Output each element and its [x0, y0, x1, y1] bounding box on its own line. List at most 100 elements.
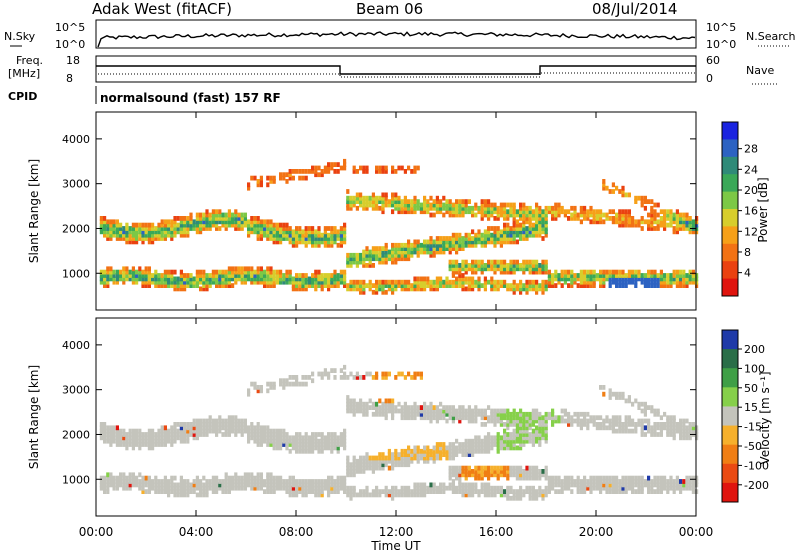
heatmap-cell: [685, 273, 689, 278]
heatmap-cell: [154, 438, 158, 444]
heatmap-cell: [365, 371, 369, 377]
heatmap-cell: [215, 216, 219, 221]
heatmap-cell: [634, 269, 638, 275]
heatmap-cell: [381, 252, 385, 258]
heatmap-cell: [474, 202, 478, 208]
heatmap-cell: [506, 209, 510, 215]
heatmap-cell: [435, 205, 439, 211]
heatmap-cell: [403, 199, 407, 204]
heatmap-cell: [403, 448, 407, 454]
heatmap-cell: [455, 249, 459, 255]
heatmap-cell: [528, 489, 532, 494]
heatmap-cell: [493, 418, 497, 424]
heatmap-cell: [458, 418, 462, 424]
heatmap-cell: [525, 205, 529, 211]
heatmap-cell: [547, 269, 551, 275]
heatmap-cell: [103, 475, 107, 481]
heatmap-cell: [455, 485, 459, 491]
heatmap-cell: [323, 371, 327, 377]
colorbar-swatch: [722, 330, 738, 350]
heatmap-cell: [512, 411, 516, 417]
heatmap-cell: [653, 408, 657, 414]
heatmap-cell: [106, 279, 110, 285]
heatmap-cell: [669, 482, 673, 488]
heatmap-cell: [394, 202, 398, 208]
heatmap-cell: [215, 422, 219, 427]
heatmap-cell: [103, 425, 107, 431]
heatmap-cell: [189, 219, 193, 225]
nave-label: Nave: [746, 64, 774, 77]
heatmap-cell: [519, 485, 523, 491]
heatmap-cell: [368, 465, 372, 471]
heatmap-cell: [240, 279, 244, 285]
heatmap-cell: [519, 283, 523, 288]
heatmap-cell: [439, 276, 443, 282]
heatmap-cell: [285, 445, 289, 451]
heatmap-cell: [531, 495, 535, 501]
heatmap-cell: [679, 432, 683, 437]
heatmap-cell: [339, 226, 343, 231]
heatmap-cell: [170, 226, 174, 231]
heatmap-cell: [416, 242, 420, 248]
heatmap-cell: [522, 212, 526, 218]
heatmap-cell: [471, 438, 475, 444]
heatmap-cell: [403, 408, 407, 414]
heatmap-cell: [586, 479, 590, 484]
heatmap-cell: [573, 273, 577, 278]
heatmap-cell: [643, 199, 647, 204]
heatmap-cell: [263, 276, 267, 282]
heatmap-cell: [167, 485, 171, 491]
heatmap-cell: [320, 479, 324, 484]
heatmap-cell: [400, 256, 404, 262]
heatmap-cell: [512, 263, 516, 268]
heatmap-cell: [371, 283, 375, 288]
heatmap-cell: [416, 279, 420, 285]
heatmap-cell: [250, 472, 254, 478]
heatmap-cell: [499, 492, 503, 498]
heatmap-cell: [250, 279, 254, 285]
heatmap-cell: [397, 279, 401, 285]
heatmap-cell: [519, 286, 523, 292]
heatmap-cell: [221, 482, 225, 488]
heatmap-cell: [365, 405, 369, 410]
heatmap-cell: [570, 205, 574, 211]
heatmap-cell: [528, 205, 532, 211]
heatmap-cell: [538, 232, 542, 238]
heatmap-cell: [301, 381, 305, 387]
heatmap-cell: [471, 492, 475, 498]
heatmap-cell: [285, 378, 289, 384]
heatmap-cell: [141, 236, 145, 241]
heatmap-cell: [285, 438, 289, 444]
heatmap-cell: [250, 222, 254, 228]
heatmap-cell: [362, 263, 366, 268]
heatmap-cell: [381, 452, 385, 457]
heatmap-cell: [586, 209, 590, 215]
heatmap-cell: [266, 482, 270, 488]
heatmap-cell: [266, 276, 270, 282]
heatmap-cell: [179, 479, 183, 484]
heatmap-cell: [672, 479, 676, 484]
heatmap-cell: [695, 216, 699, 221]
heatmap-cell: [362, 252, 366, 258]
heatmap-cell: [621, 192, 625, 198]
heatmap-cell: [275, 226, 279, 231]
heatmap-cell: [109, 276, 113, 282]
heatmap-cell: [234, 279, 238, 285]
heatmap-cell: [144, 279, 148, 285]
heatmap-cell: [531, 279, 535, 285]
heatmap-cell: [327, 236, 331, 241]
heatmap-cell: [423, 482, 427, 488]
heatmap-cell: [115, 442, 119, 447]
heatmap-cell: [627, 422, 631, 427]
heatmap-cell: [211, 422, 215, 427]
heatmap-cell: [579, 209, 583, 215]
heatmap-cell: [391, 465, 395, 471]
heatmap-cell: [544, 209, 548, 215]
heatmap-cell: [215, 269, 219, 275]
heatmap-cell: [147, 489, 151, 494]
heatmap-cell: [557, 276, 561, 282]
heatmap-cell: [567, 269, 571, 275]
heatmap-cell: [688, 216, 692, 221]
heatmap-cell: [352, 252, 356, 258]
colorbar-swatch: [722, 482, 738, 503]
